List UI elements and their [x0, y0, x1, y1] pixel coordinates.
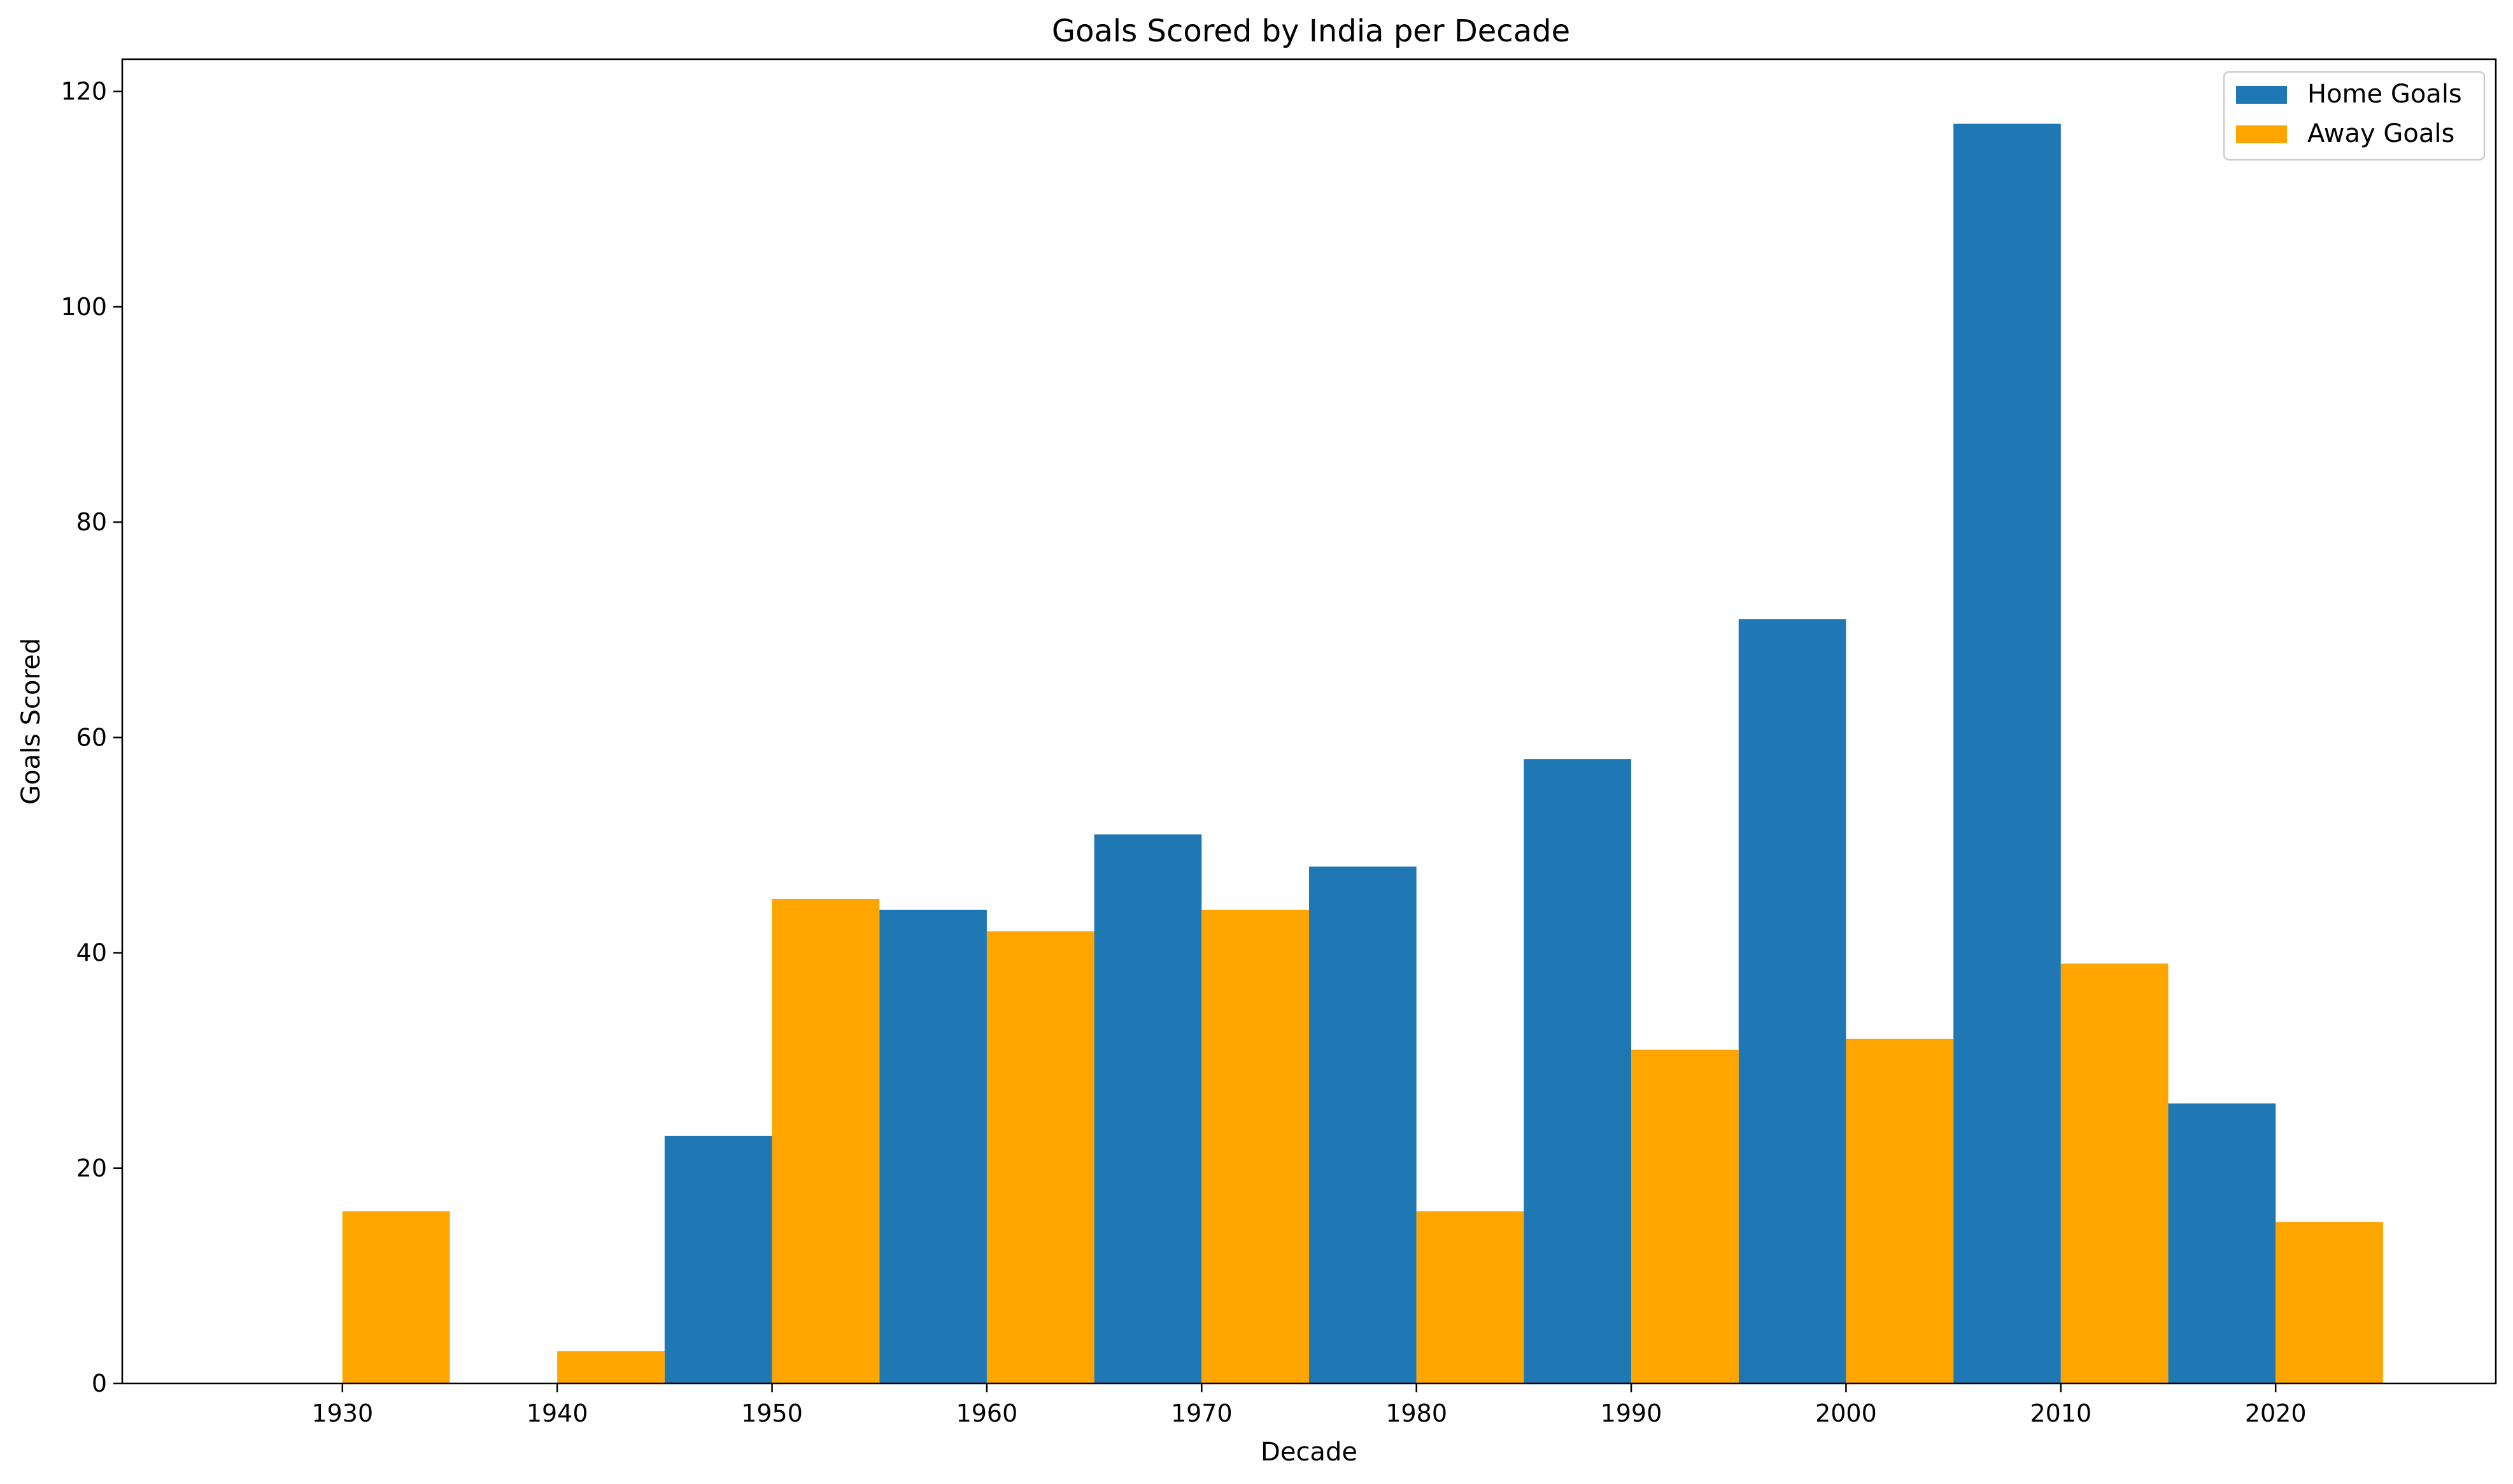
bar-away-goals-1980: [1416, 1211, 1524, 1383]
x-tick-label-1960: 1960: [956, 1399, 1018, 1427]
bar-home-goals-1980: [1309, 866, 1417, 1383]
bar-away-goals-1930: [342, 1211, 450, 1383]
y-tick-label-40: 40: [76, 939, 107, 967]
chart-title: Goals Scored by India per Decade: [1052, 13, 1570, 49]
y-tick-label-0: 0: [92, 1369, 107, 1397]
x-tick-label-1980: 1980: [1385, 1399, 1447, 1427]
y-axis-label: Goals Scored: [17, 638, 46, 805]
bar-away-goals-1940: [557, 1351, 665, 1383]
x-axis: 1930 1940 1950 1960 1970 1980 1990 2000 2010 2020: [311, 1383, 2307, 1427]
x-axis-label: Decade: [1261, 1438, 1357, 1467]
bar-home-goals-1990: [1524, 759, 1632, 1383]
x-tick-label-2020: 2020: [2245, 1399, 2307, 1427]
y-axis: 0 20 40 60 80 100 120: [60, 78, 122, 1397]
x-tick-label-1950: 1950: [741, 1399, 803, 1427]
x-tick-label-1970: 1970: [1171, 1399, 1233, 1427]
bar-home-goals-1960: [879, 909, 987, 1383]
legend-swatch-home-goals: [2236, 86, 2287, 104]
bar-away-goals-1960: [986, 931, 1094, 1383]
bar-away-goals-1950: [772, 899, 880, 1383]
bar-home-goals-1970: [1094, 834, 1202, 1383]
y-tick-label-100: 100: [60, 293, 107, 321]
plot-frame: [121, 58, 2497, 1385]
bar-away-goals-1970: [1201, 909, 1309, 1383]
x-tick-label-1940: 1940: [527, 1399, 588, 1427]
legend-label-away-goals: Away Goals: [2307, 119, 2454, 148]
bars-layer: [342, 124, 2383, 1384]
bar-away-goals-2020: [2276, 1222, 2383, 1383]
y-tick-label-60: 60: [76, 723, 107, 751]
bar-home-goals-1950: [664, 1136, 772, 1383]
bar-home-goals-2000: [1738, 619, 1846, 1383]
y-tick-label-120: 120: [60, 78, 107, 106]
bar-away-goals-2000: [1846, 1038, 1954, 1383]
legend: Home Goals Away Goals: [2223, 71, 2486, 161]
bar-away-goals-1990: [1631, 1049, 1739, 1383]
x-tick-label-2000: 2000: [1815, 1399, 1877, 1427]
y-tick-label-80: 80: [76, 508, 107, 536]
legend-swatch-away-goals: [2236, 125, 2287, 143]
bar-away-goals-2010: [2060, 963, 2169, 1383]
x-tick-label-1930: 1930: [311, 1399, 373, 1427]
x-tick-label-1990: 1990: [1601, 1399, 1662, 1427]
bar-home-goals-2020: [2168, 1103, 2276, 1383]
legend-label-home-goals: Home Goals: [2307, 80, 2462, 109]
bar-home-goals-2010: [1953, 124, 2061, 1384]
legend-box: [2223, 71, 2486, 161]
x-tick-label-2010: 2010: [2030, 1399, 2092, 1427]
y-tick-label-20: 20: [76, 1154, 107, 1182]
